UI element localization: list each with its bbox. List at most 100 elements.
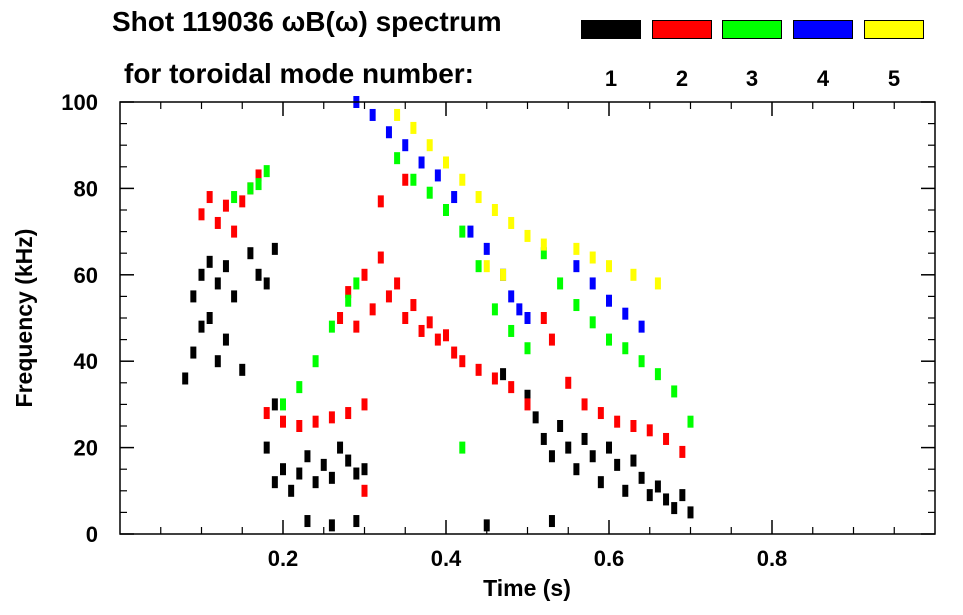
spectrum-point-n1	[345, 454, 352, 467]
spectrum-point-n3	[491, 303, 498, 316]
spectrum-point-n1	[271, 398, 278, 411]
spectrum-point-n2	[418, 324, 425, 337]
spectrum-point-n1	[361, 463, 368, 476]
spectrum-point-n2	[214, 216, 221, 229]
spectrum-point-n2	[402, 312, 409, 324]
spectrum-point-n3	[671, 385, 678, 398]
spectrum-point-n5	[500, 268, 507, 281]
spectrum-point-n2	[426, 316, 433, 329]
spectrum-point-n3	[687, 415, 694, 428]
spectrum-point-n1	[581, 432, 588, 445]
spectrum-point-n2	[361, 268, 368, 281]
spectrum-point-n3	[475, 260, 482, 273]
spectrum-point-n3	[524, 342, 531, 355]
spectrum-point-n1	[214, 355, 221, 368]
spectrum-point-n1	[206, 255, 213, 268]
y-tick-label: 100	[61, 90, 98, 115]
spectrum-point-n3	[410, 173, 417, 186]
spectrum-point-n4	[516, 303, 523, 316]
spectrum-point-n1	[540, 432, 547, 445]
spectrum-point-n4	[418, 156, 425, 169]
spectrum-point-n4	[638, 320, 645, 333]
spectrum-point-n3	[280, 398, 286, 411]
spectrum-point-n1	[548, 450, 555, 463]
spectrum-point-n3	[255, 178, 262, 191]
axis-ticks: 0.2 0.4 0.6 0.8 0 20 40 60 80 100	[61, 90, 935, 571]
legend-label-n2: 2	[675, 66, 689, 91]
x-tick-label: 0.2	[268, 546, 299, 571]
spectrum-point-n1	[328, 471, 335, 484]
legend-label-n5: 5	[887, 66, 901, 91]
spectrum-point-n1	[231, 290, 238, 303]
spectrum-point-n2	[377, 195, 384, 208]
spectrum-point-n5	[573, 242, 580, 255]
spectrum-point-n4	[385, 126, 392, 139]
spectrum-point-n5	[426, 139, 433, 152]
spectrum-point-n1	[288, 484, 295, 497]
spectrum-point-n3	[426, 186, 433, 199]
x-tick-label: 0.4	[431, 546, 462, 571]
chart-title: Shot 119036 ωB(ω) spectrum	[112, 6, 502, 37]
spectrum-point-n5	[524, 229, 531, 242]
legend-label-n1: 1	[604, 66, 618, 91]
spectrum-point-n3	[247, 182, 254, 195]
spectrum-point-n1	[337, 441, 344, 454]
spectrum-point-n2	[239, 195, 246, 208]
spectrum-point-n4	[606, 294, 612, 307]
spectrum-point-n1	[214, 277, 221, 290]
spectrum-point-n2	[198, 208, 205, 221]
legend-label-n4: 4	[816, 66, 830, 91]
chart-subtitle: for toroidal mode number:	[124, 58, 474, 89]
spectrum-point-n3	[459, 225, 466, 238]
spectrum-point-n1	[589, 450, 596, 463]
spectrum-point-n1	[597, 476, 604, 489]
y-axis-title: Frequency (kHz)	[11, 229, 37, 408]
spectrum-point-n2	[614, 415, 621, 428]
spectrum-point-n2	[663, 432, 670, 445]
spectrum-point-n3	[573, 299, 580, 312]
spectrum-point-n3	[638, 355, 645, 368]
spectrum-point-n1	[222, 333, 229, 346]
spectrum-point-n5	[491, 204, 498, 216]
legend-swatch-n4	[793, 20, 853, 39]
spectrum-point-n1	[280, 463, 286, 476]
spectrum-point-n3	[328, 320, 335, 333]
spectrum-point-n1	[654, 480, 661, 493]
spectrum-point-n1	[524, 389, 531, 402]
spectrum-point-n2	[443, 329, 449, 342]
spectrum-point-n2	[491, 372, 498, 385]
spectrum-point-n5	[443, 156, 449, 169]
spectrum-point-n3	[622, 342, 629, 355]
y-tick-label: 40	[74, 349, 98, 374]
spectrum-point-n2	[630, 420, 637, 432]
spectrum-point-n1	[548, 515, 555, 528]
spectrum-point-n5	[606, 260, 612, 273]
spectrum-point-n2	[581, 398, 588, 411]
spectrum-point-n4	[402, 139, 409, 152]
spectrum-point-n1	[304, 450, 311, 463]
spectrum-point-n3	[508, 324, 515, 337]
spectrum-point-n4	[622, 307, 629, 320]
y-tick-label: 0	[86, 522, 98, 547]
y-tick-label: 20	[74, 436, 98, 461]
spectrum-point-n2	[312, 415, 319, 428]
spectrum-point-n1	[663, 493, 670, 506]
legend-swatch-n5	[864, 20, 924, 39]
spectrum-point-n4	[451, 191, 458, 204]
spectrum-point-n2	[394, 277, 401, 290]
spectrum-point-n3	[557, 277, 564, 290]
spectrum-point-n2	[353, 320, 360, 333]
spectrum-point-n3	[654, 368, 661, 381]
x-tick-label: 0.6	[594, 546, 625, 571]
x-tick-label: 0.8	[757, 546, 788, 571]
spectrum-point-n2	[222, 199, 229, 212]
spectrum-point-n4	[524, 312, 531, 324]
spectrum-point-n2	[540, 312, 547, 324]
spectrum-point-n1	[638, 471, 645, 484]
spectrum-point-n2	[679, 445, 686, 458]
spectrum-point-n3	[263, 165, 270, 178]
spectrum-point-n1	[671, 502, 678, 515]
spectrum-point-n5	[654, 277, 661, 290]
spectrum-point-n1	[606, 441, 612, 454]
